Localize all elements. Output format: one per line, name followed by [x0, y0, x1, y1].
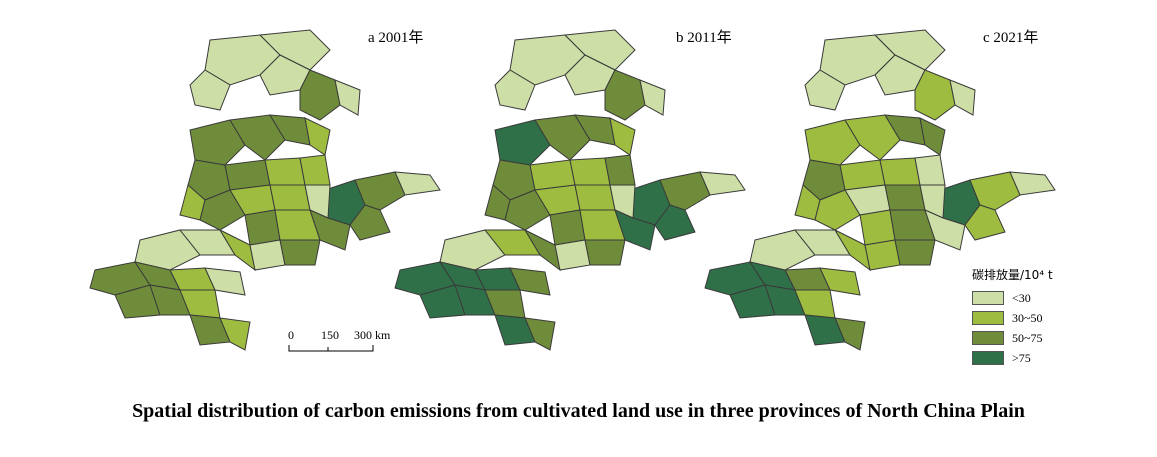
county-region [258, 29, 331, 71]
county-region [394, 171, 441, 196]
county-region [639, 79, 666, 116]
county-region [834, 317, 866, 351]
scale-line [288, 345, 374, 352]
legend-swatch [972, 291, 1004, 305]
county-region [279, 239, 321, 266]
legend-title: 碳排放量/10⁴ t [972, 268, 1053, 282]
county-region [509, 267, 551, 296]
county-region [304, 117, 331, 156]
county-region [494, 69, 536, 111]
county-region [134, 229, 201, 271]
county-region [244, 209, 281, 246]
county-region [859, 209, 896, 246]
legend-item-lt30: <30 [972, 289, 1102, 307]
county-region [819, 267, 861, 296]
county-region [229, 114, 286, 161]
scale-tick-labels: 0 150 300 km [288, 328, 488, 342]
panel-label-c: c 2021年 [983, 30, 1039, 46]
county-region [914, 69, 956, 121]
figure-caption: Spatial distribution of carbon emissions… [132, 400, 1025, 422]
county-region [804, 69, 846, 111]
county-region [604, 69, 646, 121]
county-region [874, 54, 926, 96]
legend-item-30-50: 30~50 [972, 309, 1102, 327]
county-region [189, 119, 246, 166]
county-region [1009, 171, 1056, 196]
legend-label: >75 [1012, 350, 1031, 365]
scale-tick-0: 0 [288, 328, 294, 342]
county-region [654, 204, 696, 241]
county-region [864, 239, 901, 271]
county-region [494, 119, 551, 166]
legend-label: 50~75 [1012, 330, 1043, 345]
county-region [259, 54, 311, 96]
panel-label-a: a 2001年 [368, 30, 424, 46]
county-region [299, 154, 331, 186]
county-region [584, 239, 626, 266]
county-region [264, 157, 306, 186]
county-region [609, 117, 636, 156]
legend-swatch [972, 311, 1004, 325]
county-region [549, 209, 586, 246]
map-area [89, 29, 1056, 351]
legend-item-50-75: 50~75 [972, 329, 1102, 347]
county-region [334, 79, 361, 116]
county-region [199, 189, 246, 231]
county-region [919, 117, 946, 156]
scale-bar: 0 150 300 km [288, 328, 488, 360]
county-region [914, 154, 946, 186]
county-region [349, 204, 391, 241]
county-region [504, 189, 551, 231]
county-region [564, 54, 616, 96]
county-region [749, 229, 816, 271]
county-region [873, 29, 946, 71]
map-panel-2021 [704, 29, 1056, 351]
county-region [969, 171, 1021, 211]
county-region [949, 79, 976, 116]
county-region [219, 317, 251, 351]
county-region [249, 239, 286, 271]
county-region [189, 69, 231, 111]
county-region [804, 119, 861, 166]
county-region [574, 184, 616, 211]
legend-label: 30~50 [1012, 310, 1043, 325]
county-region [554, 239, 591, 271]
legend-item-gt75: >75 [972, 349, 1102, 367]
county-region [964, 204, 1006, 241]
county-region [659, 171, 711, 211]
map-panel-2011 [394, 29, 746, 351]
county-region [569, 157, 611, 186]
county-region [534, 114, 591, 161]
county-region [524, 317, 556, 351]
county-region [269, 184, 311, 211]
county-region [894, 239, 936, 266]
county-region [604, 154, 636, 186]
legend: 碳排放量/10⁴ t <30 30~50 50~75 >75 [972, 266, 1102, 369]
map-panel-2001 [89, 29, 441, 351]
county-region [844, 114, 901, 161]
legend-swatch [972, 351, 1004, 365]
scale-tick-300: 300 km [354, 328, 391, 342]
county-region [563, 29, 636, 71]
panel-label-b: b 2011年 [676, 30, 732, 46]
legend-swatch [972, 331, 1004, 345]
county-region [699, 171, 746, 196]
county-region [354, 171, 406, 211]
county-region [884, 184, 926, 211]
county-region [814, 189, 861, 231]
scale-tick-150: 150 [321, 328, 339, 342]
county-region [299, 69, 341, 121]
legend-label: <30 [1012, 290, 1031, 305]
county-region [204, 267, 246, 296]
county-region [439, 229, 506, 271]
county-region [879, 157, 921, 186]
